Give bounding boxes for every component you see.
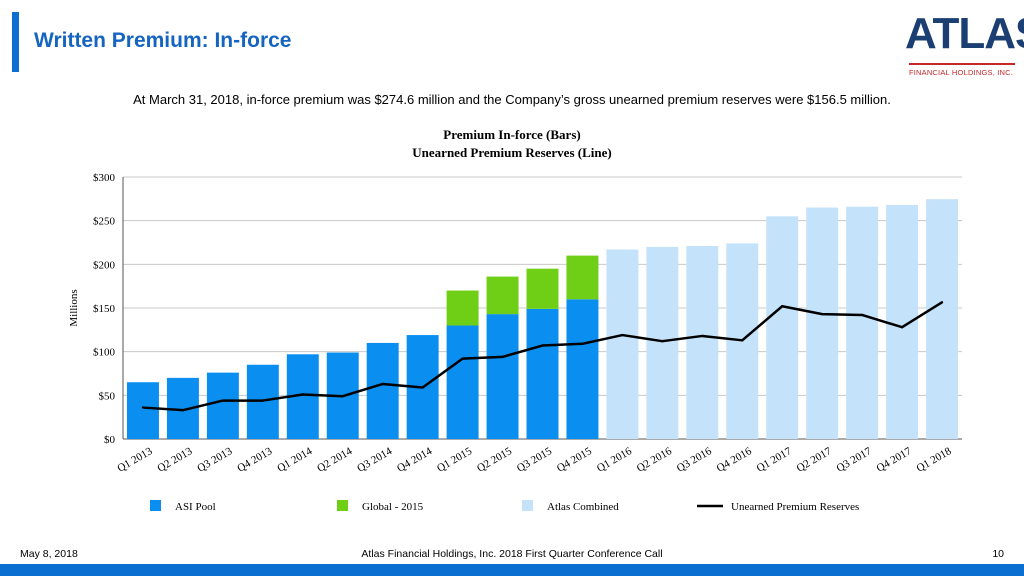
line-point	[461, 357, 464, 360]
line-point	[261, 399, 265, 402]
bar-global-2015	[566, 255, 599, 300]
legend-label: Unearned Premium Reserves	[731, 501, 859, 513]
x-tick-label: Q3 2016	[675, 445, 715, 475]
legend-swatch	[522, 500, 533, 511]
line-point	[820, 312, 824, 316]
y-tick-label: $0	[104, 434, 116, 446]
legend-swatch	[337, 500, 348, 511]
page-title: Written Premium: In-force	[34, 29, 292, 52]
x-tick-label: Q4 2016	[715, 445, 755, 475]
logo-divider	[909, 63, 1015, 65]
y-tick-label: $50	[99, 390, 116, 402]
line-point	[940, 301, 944, 304]
footer-date: May 8, 2018	[20, 548, 78, 560]
x-tick-label: Q2 2017	[795, 445, 835, 475]
bar-asi-pool	[526, 308, 559, 439]
bar-global-2015	[486, 276, 519, 315]
x-tick-label: Q1 2017	[755, 445, 795, 475]
x-tick-label: Q3 2013	[195, 445, 235, 475]
x-tick-label: Q4 2017	[874, 445, 914, 475]
bar-asi-pool	[366, 342, 399, 439]
x-tick-label: Q1 2016	[595, 445, 635, 475]
line-point	[501, 355, 504, 359]
y-tick-label: $150	[93, 303, 116, 315]
chart-title-block: Premium In-force (Bars) Unearned Premium…	[0, 126, 1024, 162]
bar-atlas-combined	[766, 216, 799, 439]
company-logo: ATLAS FINANCIAL HOLDINGS, INC.	[905, 8, 1024, 80]
bar-atlas-combined	[926, 199, 959, 439]
x-tick-label: Q3 2015	[515, 445, 555, 475]
bar-asi-pool	[486, 314, 519, 439]
x-tick-label: Q2 2016	[635, 445, 675, 475]
x-tick-label: Q1 2018	[914, 445, 954, 475]
y-tick-label: $250	[93, 216, 116, 228]
y-tick-label: $300	[93, 172, 116, 184]
bar-global-2015	[446, 290, 479, 326]
x-tick-label: Q4 2014	[395, 445, 435, 475]
x-tick-label: Q4 2013	[235, 445, 275, 475]
x-tick-label: Q3 2014	[355, 445, 395, 475]
x-tick-label: Q2 2014	[315, 445, 355, 475]
y-tick-label: $200	[93, 259, 116, 271]
legend-label: Global - 2015	[362, 501, 424, 513]
logo-wordmark: ATLAS	[905, 9, 1024, 58]
line-point	[141, 406, 145, 409]
page-number: 10	[992, 548, 1004, 560]
y-tick-label: $100	[93, 347, 116, 359]
summary-text: At March 31, 2018, in-force premium was …	[133, 92, 891, 107]
line-point	[301, 393, 304, 396]
line-point	[781, 305, 784, 308]
line-point	[581, 342, 584, 346]
line-point	[181, 408, 185, 412]
x-tick-label: Q1 2014	[275, 445, 315, 475]
legend-swatch	[150, 500, 161, 511]
line-point	[341, 395, 344, 398]
line-point	[621, 333, 624, 337]
footer-accent-bar	[0, 564, 1024, 576]
bar-atlas-combined	[886, 204, 919, 439]
line-point	[741, 339, 744, 342]
bar-atlas-combined	[806, 207, 839, 439]
footer-event: Atlas Financial Holdings, Inc. 2018 Firs…	[361, 548, 663, 560]
x-tick-label: Q2 2015	[475, 445, 515, 475]
bar-asi-pool	[206, 372, 239, 439]
bar-asi-pool	[446, 325, 479, 439]
line-point	[860, 313, 864, 317]
bar-atlas-combined	[646, 246, 679, 439]
bar-asi-pool	[126, 382, 159, 439]
title-accent-bar	[12, 12, 19, 72]
line-point	[221, 399, 225, 402]
x-tick-label: Q1 2015	[435, 445, 475, 475]
bar-atlas-combined	[686, 245, 719, 439]
x-tick-label: Q1 2013	[115, 445, 155, 475]
chart-subtitle: Unearned Premium Reserves (Line)	[412, 145, 612, 160]
legend-label: Atlas Combined	[547, 501, 619, 513]
line-point	[541, 344, 544, 347]
bar-atlas-combined	[606, 249, 639, 439]
premium-chart: $0 $50 $100 $150 $200 $250 $300 Millions Q1 2013…	[68, 172, 962, 513]
line-point	[900, 326, 904, 329]
bar-asi-pool	[246, 364, 279, 439]
line-point	[381, 382, 384, 386]
logo-subtitle: FINANCIAL HOLDINGS, INC.	[908, 68, 1014, 77]
bar-global-2015	[526, 268, 559, 309]
x-tick-label: Q2 2013	[155, 445, 195, 475]
x-tick-label: Q4 2015	[555, 445, 595, 475]
x-tick-label: Q3 2017	[835, 445, 875, 475]
bar-asi-pool	[566, 299, 599, 439]
line-point	[421, 386, 424, 389]
legend-label: ASI Pool	[175, 501, 216, 513]
line-point	[661, 339, 664, 343]
bar-atlas-combined	[846, 206, 879, 439]
chart-title: Premium In-force (Bars)	[443, 127, 581, 142]
line-point	[701, 334, 704, 338]
y-axis-label: Millions	[68, 289, 80, 326]
